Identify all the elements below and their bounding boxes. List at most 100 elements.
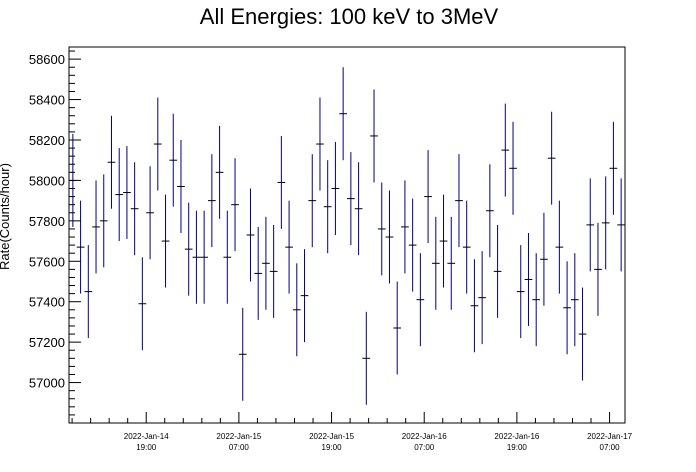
y-tick-label: 58400: [29, 93, 65, 108]
data-point: [354, 162, 363, 256]
data-point: [424, 150, 432, 244]
data-point: [578, 287, 587, 381]
y-tick-label: 58200: [29, 133, 65, 148]
data-point: [331, 142, 340, 235]
y-tick-label: 57200: [29, 335, 65, 350]
chart-title: All Energies: 100 keV to 3MeV: [200, 4, 499, 29]
data-points: [69, 67, 625, 405]
y-tick-label: 57400: [29, 295, 65, 310]
data-point: [431, 216, 440, 310]
data-point: [231, 158, 239, 252]
data-point: [401, 180, 409, 274]
y-tick-label: 58000: [29, 173, 65, 188]
data-point: [362, 311, 371, 405]
y-tick-label: 57600: [29, 254, 65, 269]
data-point: [516, 245, 525, 339]
data-point: [455, 154, 463, 248]
data-point: [601, 176, 610, 270]
x-tick-date-label: 2022-Jan-15: [216, 432, 261, 441]
data-point: [192, 210, 201, 304]
x-tick-date-label: 2022-Jan-16: [402, 432, 447, 441]
data-point: [254, 226, 263, 320]
y-axis: 57000 57200 57400 57600 57800 58000 58200 58400…: [29, 50, 81, 424]
data-point: [486, 164, 494, 258]
data-point: [308, 154, 317, 248]
x-tick-date-label: 2022-Jan-17: [587, 432, 632, 441]
data-point: [285, 200, 293, 294]
data-point: [586, 178, 595, 272]
data-point: [169, 113, 178, 207]
data-point: [547, 111, 556, 205]
y-tick-label: 57800: [29, 214, 65, 229]
data-point: [115, 148, 124, 242]
x-tick-time-label: 19:00: [136, 443, 157, 452]
x-axis: 2022-Jan-14 19:00 2022-Jan-15 07:00 2022-Jan…: [71, 412, 633, 452]
x-tick-time-label: 07:00: [600, 443, 621, 452]
data-point: [246, 188, 255, 282]
data-point: [462, 200, 471, 294]
data-point: [123, 146, 131, 240]
data-point: [323, 160, 332, 254]
data-point: [524, 232, 533, 326]
data-point: [447, 216, 456, 310]
data-point: [609, 121, 618, 215]
y-tick-label: 58600: [29, 52, 65, 67]
data-point: [478, 251, 486, 345]
data-point: [501, 103, 510, 197]
x-tick-time-label: 07:00: [414, 443, 435, 452]
x-tick-date-label: 2022-Jan-15: [309, 432, 354, 441]
data-point: [617, 178, 625, 272]
data-point: [493, 224, 502, 318]
data-point: [161, 194, 170, 288]
data-point: [563, 261, 571, 355]
data-point: [177, 139, 185, 233]
data-point: [470, 259, 479, 353]
data-point: [130, 162, 139, 256]
data-point: [316, 97, 324, 191]
data-point: [570, 253, 579, 347]
data-point: [377, 182, 386, 276]
data-point: [262, 216, 270, 310]
data-point: [393, 281, 402, 375]
data-point: [292, 263, 301, 357]
data-point: [215, 125, 224, 219]
data-point: [594, 222, 602, 316]
data-point: [153, 97, 162, 191]
data-point: [439, 194, 448, 288]
data-point: [269, 224, 278, 318]
data-point: [532, 253, 541, 347]
x-tick-time-label: 07:00: [229, 443, 250, 452]
data-point: [370, 89, 378, 183]
data-point: [76, 200, 85, 294]
data-point: [277, 135, 286, 229]
data-point: [69, 133, 77, 227]
data-point: [208, 154, 216, 248]
data-point: [138, 257, 147, 351]
data-point: [84, 245, 93, 339]
data-point: [200, 210, 208, 304]
data-point: [347, 152, 355, 246]
data-point: [92, 180, 100, 274]
plot-frame: [68, 46, 626, 424]
data-point: [408, 198, 417, 292]
data-point: [385, 190, 394, 284]
x-tick-time-label: 19:00: [507, 443, 528, 452]
y-tick-label: 57000: [29, 376, 65, 391]
data-point: [223, 210, 232, 304]
data-point: [555, 200, 564, 294]
data-point: [300, 249, 309, 343]
y-axis-label: Rate(Counts/hour): [0, 163, 12, 270]
data-point: [184, 202, 193, 296]
data-point: [416, 253, 425, 347]
data-point: [146, 166, 154, 260]
data-point: [339, 67, 347, 161]
data-point: [99, 174, 108, 268]
data-point: [540, 212, 548, 306]
x-tick-time-label: 19:00: [322, 443, 343, 452]
x-tick-date-label: 2022-Jan-16: [494, 432, 539, 441]
data-point: [107, 115, 116, 209]
data-point: [238, 307, 247, 401]
data-point: [509, 121, 517, 215]
x-tick-date-label: 2022-Jan-14: [124, 432, 169, 441]
